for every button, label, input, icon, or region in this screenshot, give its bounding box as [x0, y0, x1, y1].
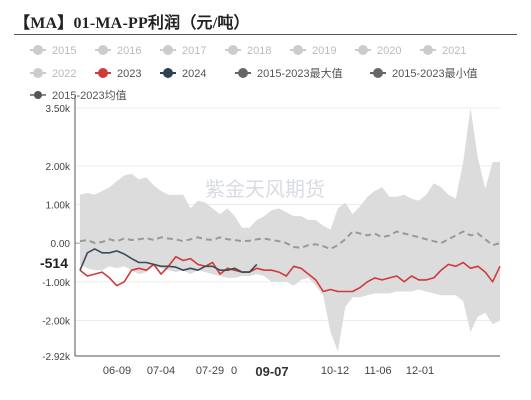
legend-marker	[228, 45, 238, 55]
title-divider	[14, 34, 517, 35]
legend-label: 2023	[117, 68, 141, 80]
legend-label: 2022	[52, 68, 76, 80]
legend-marker	[373, 68, 383, 78]
legend-item[interactable]: 2020	[355, 45, 401, 57]
legend-marker	[98, 45, 108, 55]
x-tick-label: 06-09	[103, 365, 131, 377]
legend-label: 2024	[182, 68, 206, 80]
y-tick-label: -2.92k	[42, 352, 71, 363]
x-axis: 06-09 07-04 07-29 0 09-07 10-12 11-06 12-01	[75, 355, 500, 379]
y-tick-label: 3.50k	[46, 104, 71, 115]
legend-marker	[98, 68, 108, 78]
legend-marker	[34, 91, 42, 99]
legend-item[interactable]: 2021	[420, 45, 466, 57]
legend-item[interactable]: 2018	[225, 45, 271, 57]
legend-label: 2020	[377, 45, 401, 57]
legend-marker	[358, 45, 368, 55]
legend-marker	[163, 45, 173, 55]
legend-marker	[293, 45, 303, 55]
legend-item[interactable]: 2016	[95, 45, 141, 57]
mean-line	[79, 230, 501, 250]
y-tick-label: 2.00k	[46, 162, 71, 173]
legend-label: 2017	[182, 45, 206, 57]
y-tick-label: -2.00k	[42, 316, 71, 327]
legend-item[interactable]: 2024	[160, 68, 206, 80]
legend-label: 2018	[247, 45, 271, 57]
legend-marker	[423, 45, 433, 55]
y-tick-label: -1.00k	[42, 278, 71, 289]
y-tick-label: 1.00k	[46, 200, 71, 211]
legend-item[interactable]: 2022	[30, 68, 76, 80]
legend: 2015 2016 2017 2018 2019 2020 2021 2022 2023 2024…	[30, 45, 478, 102]
x-tick-label: 07-04	[147, 365, 175, 377]
legend-item[interactable]: 2015-2023最大值	[235, 66, 343, 80]
series-2023-line	[79, 255, 501, 293]
y-axis: 3.50k 2.00k 1.00k 0.00 -1.00k -2.00k -2.92k	[42, 96, 76, 363]
watermark: 紫金天风期货	[205, 177, 325, 201]
x-tick-label: 0	[231, 365, 237, 377]
y-tick-label: 0.00	[51, 239, 71, 250]
legend-label: 2021	[442, 45, 466, 57]
current-value-badge	[29, 252, 71, 274]
legend-marker	[238, 68, 248, 78]
legend-label: 2019	[312, 45, 336, 57]
series-lines	[79, 230, 501, 293]
legend-item[interactable]: 2023	[95, 68, 141, 80]
legend-item[interactable]: 2015	[30, 45, 76, 57]
legend-item[interactable]: 2015-2023最小值	[370, 67, 478, 80]
x-tick-label: 12-01	[406, 365, 434, 377]
current-value-label: -514	[40, 255, 68, 271]
legend-label: 2015-2023均值	[52, 89, 127, 102]
legend-marker	[163, 68, 173, 78]
legend-item[interactable]: 2019	[290, 45, 336, 57]
legend-item[interactable]: 2017	[160, 45, 206, 57]
current-value-marker: -514	[29, 252, 71, 274]
range-band	[80, 107, 500, 352]
legend-label: 2015-2023最大值	[257, 66, 343, 80]
min-max-band	[80, 107, 500, 352]
legend-item[interactable]: 2015-2023均值	[30, 89, 127, 102]
chart-title: 【MA】01-MA-PP利润（元/吨）	[14, 15, 250, 32]
x-tick-label: 09-07	[255, 364, 288, 379]
x-tick-label: 11-06	[364, 365, 391, 377]
x-tick-label: 10-12	[321, 365, 349, 377]
legend-label: 2016	[117, 45, 141, 57]
legend-marker	[33, 68, 43, 78]
legend-label: 2015	[52, 45, 76, 57]
x-tick-label: 07-29	[196, 365, 224, 377]
series-2024-line	[79, 248, 258, 273]
legend-marker	[33, 45, 43, 55]
legend-label: 2015-2023最小值	[392, 67, 478, 80]
